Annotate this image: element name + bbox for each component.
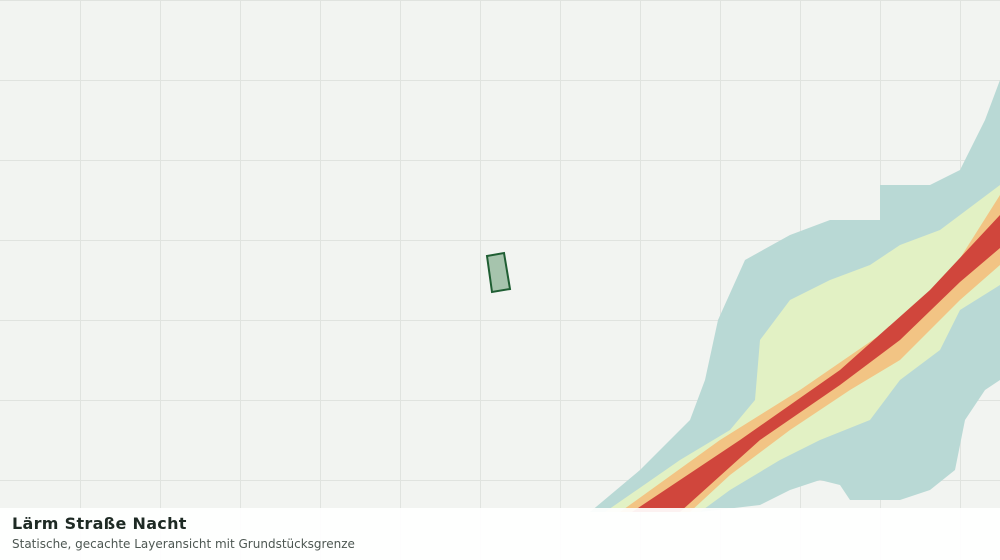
layer-title: Lärm Straße Nacht — [12, 514, 187, 533]
noise-zone-low — [590, 80, 1000, 512]
parcel-boundary — [485, 251, 512, 294]
noise-zone-medium — [605, 185, 1000, 512]
layer-subtitle: Statische, gecachte Layeransicht mit Gru… — [12, 537, 355, 551]
caption-bar: Lärm Straße Nacht Statische, gecachte La… — [0, 508, 1000, 560]
